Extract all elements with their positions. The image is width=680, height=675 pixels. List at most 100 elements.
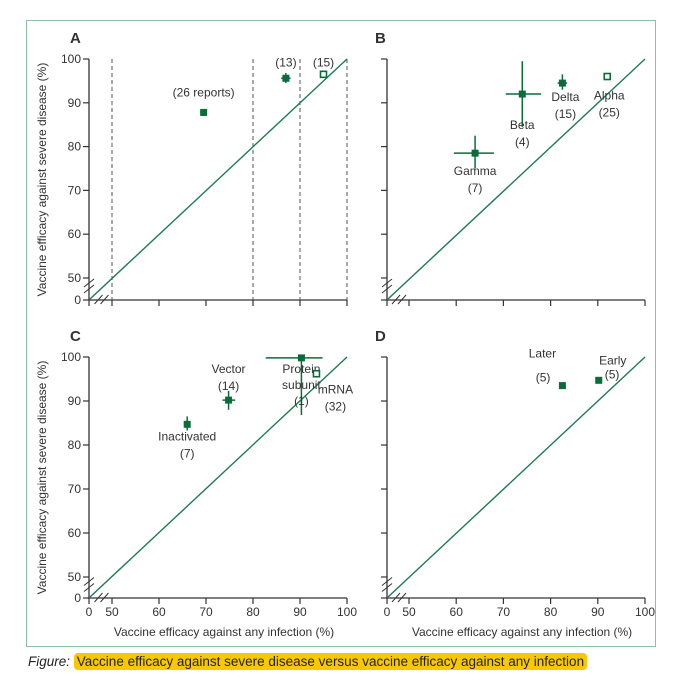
y-tick-label: 60	[68, 526, 82, 540]
y-axis-break-mark	[381, 278, 393, 288]
caption-lead: Figure:	[28, 654, 71, 669]
point-label: Beta	[510, 118, 535, 132]
point-count: (7)	[180, 446, 195, 460]
y-axis-break-mark	[83, 583, 95, 592]
x-axis-break-mark	[100, 592, 109, 603]
x-tick-label: 0	[86, 605, 93, 619]
point-count: (15)	[555, 107, 576, 121]
point-count: (1)	[294, 394, 309, 408]
y-tick-label: 100	[61, 350, 81, 364]
panel-label: B	[375, 30, 386, 47]
point-count: (5)	[536, 371, 551, 385]
y-tick-label: 80	[68, 140, 82, 154]
x-tick-label: 50	[402, 605, 416, 619]
panel-b: B Gamma (7) Beta (4) Delta (15) Alpha (25)	[375, 30, 646, 306]
x-tick-label: 60	[152, 605, 166, 619]
data-point-early	[595, 376, 603, 384]
data-point-15	[319, 70, 328, 79]
caption-text: Vaccine efficacy against severe disease …	[73, 653, 588, 670]
x-tick-label: 70	[497, 605, 511, 619]
data-point-alpha	[603, 72, 612, 81]
figure-caption: Figure: Vaccine efficacy against severe …	[28, 653, 588, 670]
panel-label: D	[375, 328, 386, 345]
x-axis-title: Vaccine efficacy against any infection (…	[412, 625, 632, 639]
point-label: (13)	[275, 55, 296, 69]
point-label: subunit	[282, 378, 321, 392]
panel-label: A	[70, 30, 81, 47]
y-tick-label: 80	[68, 438, 82, 452]
y-tick-label: 70	[68, 482, 82, 496]
panel-a: A 0 50 60 70 80 90 100 Vaccine efficacy against …	[35, 30, 348, 307]
x-axis-break-mark	[391, 592, 401, 603]
x-axis-break-mark	[100, 294, 109, 305]
point-label: mRNA	[318, 383, 353, 397]
x-axis-break-mark	[94, 294, 103, 305]
x-tick-label: 80	[544, 605, 558, 619]
y-tick-label: 50	[68, 570, 82, 584]
x-tick-label: 100	[337, 605, 357, 619]
point-label: Early	[599, 353, 626, 367]
data-point-inactivated	[183, 420, 191, 428]
point-label: Alpha	[594, 89, 625, 103]
x-tick-label: 80	[246, 605, 260, 619]
x-tick-label: 0	[384, 605, 391, 619]
y-tick-label: 100	[61, 52, 81, 66]
y-axis-title: Vaccine efficacy against severe disease …	[35, 361, 49, 595]
identity-line	[89, 58, 348, 300]
point-label: Protein	[282, 362, 320, 376]
point-label: Gamma	[454, 164, 497, 178]
y-axis-break-mark	[83, 278, 95, 288]
point-count: (25)	[599, 106, 620, 120]
x-axis-break-mark	[397, 592, 407, 603]
x-tick-label: 60	[450, 605, 464, 619]
point-count: (7)	[468, 181, 483, 195]
y-axis-title: Vaccine efficacy against severe disease …	[35, 63, 49, 297]
x-tick-label: 90	[591, 605, 605, 619]
point-label: Delta	[551, 90, 579, 104]
point-count: (14)	[218, 379, 239, 393]
y-tick-label: 60	[68, 227, 82, 241]
y-axis-break-mark	[83, 284, 95, 294]
x-tick-label: 100	[635, 605, 655, 619]
y-tick-label: 90	[68, 96, 82, 110]
data-point-beta	[518, 90, 526, 98]
x-tick-label: 90	[293, 605, 307, 619]
y-tick-label: 70	[68, 183, 82, 197]
identity-line	[89, 356, 348, 598]
figure-frame	[26, 20, 656, 647]
point-count: (4)	[515, 135, 530, 149]
x-tick-label: 50	[105, 605, 119, 619]
data-point-protein-subunit	[297, 354, 305, 362]
point-label: Later	[529, 347, 556, 361]
x-axis-title: Vaccine efficacy against any infection (…	[114, 625, 334, 639]
data-point-later	[558, 382, 566, 390]
x-axis-break-mark	[94, 592, 103, 603]
y-axis-break-mark	[381, 284, 393, 294]
point-label: (26 reports)	[173, 85, 235, 99]
data-point-gamma	[471, 149, 479, 157]
data-point-mrna	[312, 369, 321, 378]
data-point-delta	[558, 79, 566, 87]
point-label: (15)	[313, 55, 334, 69]
x-axis-break-mark	[391, 294, 401, 305]
y-axis-break-mark	[381, 583, 393, 592]
y-tick-label: 50	[68, 271, 82, 285]
y-axis-break-mark	[381, 577, 393, 586]
x-tick-label: 70	[199, 605, 213, 619]
identity-line	[387, 58, 646, 300]
y-tick-label: 0	[74, 591, 81, 605]
point-label: Inactivated	[158, 429, 216, 443]
point-count: (5)	[605, 367, 620, 381]
identity-line	[387, 356, 646, 598]
data-point-26-reports	[200, 108, 208, 116]
y-axis-break-mark	[83, 577, 95, 586]
data-point-vector	[225, 396, 233, 404]
point-count: (32)	[325, 400, 346, 414]
panel-label: C	[70, 328, 81, 345]
y-tick-label: 0	[74, 293, 81, 307]
data-point-13	[282, 74, 290, 82]
x-axis-break-mark	[397, 294, 407, 305]
